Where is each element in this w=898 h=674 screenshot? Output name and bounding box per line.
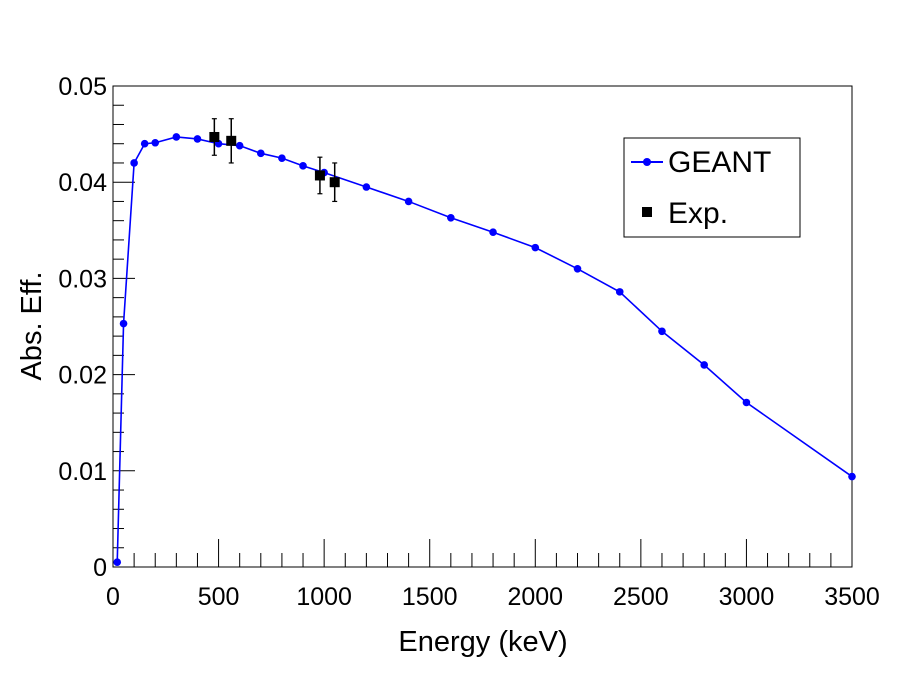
geant-point: [404, 197, 413, 206]
geant-point: [531, 243, 540, 252]
y-tick-label: 0: [93, 554, 107, 582]
y-tick-label: 0.05: [58, 73, 107, 101]
geant-point: [257, 149, 265, 158]
geant-point: [658, 327, 666, 336]
geant-point: [700, 361, 708, 369]
legend-geant-label: GEANT: [668, 146, 771, 179]
x-tick-label: 2000: [507, 583, 563, 611]
geant-point: [362, 183, 371, 191]
legend: GEANT Exp.: [623, 137, 801, 238]
geant-point: [193, 135, 202, 143]
geant-point: [140, 139, 149, 148]
geant-point: [573, 264, 582, 273]
geant-point: [151, 138, 160, 147]
x-tick-label: 1000: [296, 583, 352, 611]
geant-point: [615, 288, 624, 296]
exp-point: [329, 177, 340, 188]
x-tick-label: 2500: [613, 583, 669, 611]
x-tick-label: 500: [198, 583, 240, 611]
x-axis-title: Energy (keV): [398, 626, 567, 658]
legend-box: [623, 137, 801, 238]
geant-point: [172, 133, 181, 141]
x-tick-label: 3500: [824, 583, 880, 611]
y-axis-title: Abs. Eff.: [16, 271, 48, 380]
legend-exp-marker: [642, 207, 652, 217]
geant-point: [130, 159, 138, 167]
x-axis: 0 500 1000 1500 2000 2500 3000 3500: [106, 539, 880, 611]
y-tick-label: 0.02: [58, 362, 107, 390]
y-tick-label: 0.01: [58, 458, 107, 486]
geant-point: [299, 162, 307, 170]
geant-point: [119, 319, 128, 328]
legend-exp-label: Exp.: [668, 197, 728, 230]
geant-point: [235, 141, 244, 150]
geant-point: [447, 213, 455, 222]
geant-point: [742, 398, 751, 407]
x-tick-label: 3000: [719, 583, 775, 611]
y-axis: 0 0.01 0.02 0.03 0.04 0.05: [58, 73, 135, 582]
exp-point: [209, 131, 220, 142]
plot-frame: [112, 85, 853, 568]
y-tick-label: 0.04: [58, 169, 107, 197]
geant-point: [113, 558, 122, 566]
exp-point: [314, 170, 325, 181]
exp-point: [226, 135, 237, 146]
geant-point: [848, 472, 856, 481]
legend-geant-marker: [643, 158, 651, 166]
geant-point: [489, 228, 497, 237]
geant-point: [278, 154, 286, 162]
y-tick-label: 0.03: [58, 265, 107, 293]
series-layer: [113, 118, 856, 566]
x-tick-label: 1500: [402, 583, 458, 611]
x-tick-label: 0: [106, 583, 120, 611]
